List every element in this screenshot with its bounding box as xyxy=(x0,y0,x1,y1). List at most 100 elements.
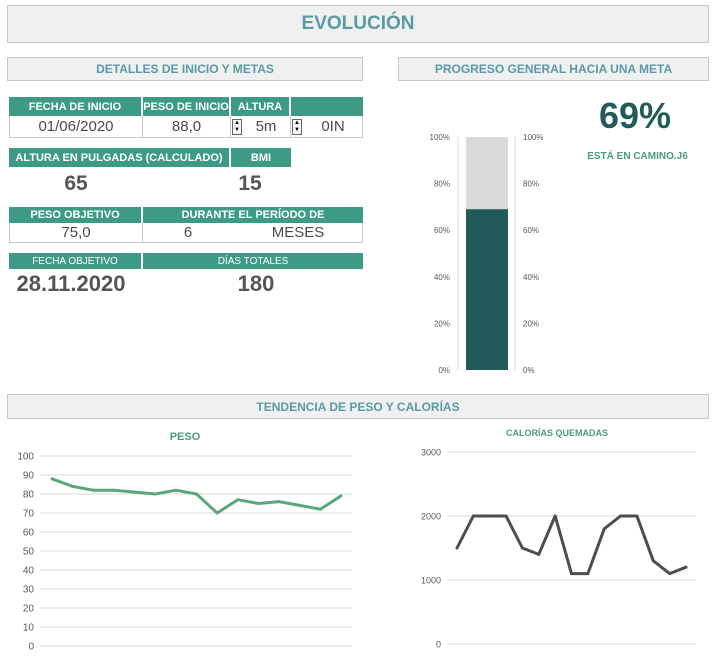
weight-series-line xyxy=(51,477,342,515)
data-point xyxy=(318,507,322,511)
data-point xyxy=(215,511,219,515)
gauge-tick-label: 40% xyxy=(434,273,450,282)
weight-points xyxy=(50,477,343,515)
data-point xyxy=(635,514,639,518)
data-point xyxy=(277,500,281,504)
spin-up-icon: ▲ xyxy=(294,120,300,126)
y-tick-label: 10 xyxy=(23,623,35,634)
height-m-spinner[interactable]: ▲ ▼ xyxy=(232,119,242,135)
data-point xyxy=(133,490,137,494)
height-label: ALTURA xyxy=(231,97,291,116)
start-date-label: FECHA DE INICIO xyxy=(9,97,143,116)
calories-y-ticks: 0 1000 2000 3000 xyxy=(421,448,441,650)
page-title-text: EVOLUCIÓN xyxy=(301,13,415,34)
height-m-cell: ▲ ▼ 5m xyxy=(231,116,291,138)
progress-header: PROGRESO GENERAL HACIA UNA META xyxy=(398,57,709,81)
gauge-ticks-left: 0% 20% 40% 60% 80% 100% xyxy=(430,133,450,375)
progress-header-text: PROGRESO GENERAL HACIA UNA META xyxy=(434,62,673,76)
height-m-value[interactable]: 5m xyxy=(255,118,277,135)
data-point xyxy=(602,527,606,531)
gauge-tick-label: 0% xyxy=(523,366,535,375)
y-tick-label: 70 xyxy=(23,509,35,520)
gauge-tick-label: 80% xyxy=(434,180,450,189)
gauge-tick-label: 80% xyxy=(523,180,539,189)
total-days-label: DÍAS TOTALES xyxy=(143,253,363,269)
data-point xyxy=(112,488,116,492)
bmi-label: BMI xyxy=(231,148,291,167)
target-date-value: 28.11.2020 xyxy=(16,271,126,296)
gauge-tick-label: 100% xyxy=(430,133,450,142)
data-point xyxy=(298,503,302,507)
target-weight-value[interactable]: 75,0 xyxy=(9,223,143,243)
y-tick-label: 2000 xyxy=(421,512,441,522)
data-point xyxy=(236,498,240,502)
height-label-blank xyxy=(291,97,363,116)
spin-down-icon: ▼ xyxy=(294,127,300,133)
spin-down-icon: ▼ xyxy=(234,127,240,133)
details-header: DETALLES DE INICIO Y METAS xyxy=(7,57,363,81)
page-title: EVOLUCIÓN xyxy=(7,5,709,43)
spin-up-icon: ▲ xyxy=(234,120,240,126)
trend-header: TENDENCIA DE PESO Y CALORÍAS xyxy=(7,394,709,419)
weight-y-ticks: 0 10 20 30 40 50 60 70 80 90 100 xyxy=(17,452,34,653)
data-point xyxy=(455,546,459,550)
y-tick-label: 0 xyxy=(436,640,441,650)
height-in-cell: ▲ ▼ 0IN xyxy=(291,116,363,138)
y-tick-label: 1000 xyxy=(421,576,441,586)
y-tick-label: 30 xyxy=(23,585,35,596)
calories-chart-title: CALORÍAS QUEMADAS xyxy=(506,428,608,438)
data-point xyxy=(50,477,54,481)
progress-gauge: 0% 20% 40% 60% 80% 100% 0% 20% 40% 60% 80% 100% xyxy=(430,133,544,375)
progress-percent: 69% xyxy=(598,95,672,136)
gauge-tick-label: 20% xyxy=(523,319,539,328)
gauge-tick-label: 60% xyxy=(523,226,539,235)
data-point xyxy=(668,572,672,576)
start-weight-value[interactable]: 88,0 xyxy=(143,116,231,138)
data-point xyxy=(488,514,492,518)
period-unit: MESES xyxy=(271,224,325,241)
start-date-value[interactable]: 01/06/2020 xyxy=(9,116,143,138)
period-cell: 6 MESES xyxy=(143,223,363,243)
y-tick-label: 50 xyxy=(23,547,35,558)
weight-chart-title: PESO xyxy=(170,431,201,443)
gauge-fill xyxy=(466,209,508,370)
data-point xyxy=(471,514,475,518)
data-point xyxy=(570,572,573,576)
data-point xyxy=(520,546,524,550)
data-point xyxy=(195,492,198,496)
height-inches-label: ALTURA EN PULGADAS (CALCULADO) xyxy=(9,148,231,167)
data-point xyxy=(91,488,95,492)
data-point xyxy=(153,492,157,496)
weight-grid xyxy=(40,455,352,647)
height-inches-value: 65 xyxy=(64,172,88,195)
gauge-ticks-right: 0% 20% 40% 60% 80% 100% xyxy=(523,133,543,375)
data-point xyxy=(71,484,75,488)
start-weight-label: PESO DE INICIO xyxy=(143,97,231,116)
gauge-tick-label: 20% xyxy=(434,319,450,328)
height-in-value[interactable]: 0IN xyxy=(321,118,345,135)
data-point xyxy=(504,514,508,518)
progress-status: ESTÁ EN CAMINO.J6 xyxy=(587,151,688,162)
data-point xyxy=(256,502,260,505)
calories-grid xyxy=(447,451,696,645)
data-point xyxy=(619,514,623,518)
gauge-tick-label: 100% xyxy=(523,133,543,142)
calories-points xyxy=(455,514,688,576)
gauge-tick-label: 0% xyxy=(438,366,450,375)
height-in-spinner[interactable]: ▲ ▼ xyxy=(292,119,302,135)
calories-series-line xyxy=(455,514,687,576)
data-point xyxy=(174,488,178,492)
target-weight-label: PESO OBJETIVO xyxy=(9,207,143,223)
gauge-tick-label: 40% xyxy=(523,273,539,282)
details-header-text: DETALLES DE INICIO Y METAS xyxy=(96,62,274,76)
data-point xyxy=(586,572,590,576)
gauge-tick-label: 60% xyxy=(434,226,450,235)
period-value[interactable]: 6 xyxy=(183,224,193,241)
trend-header-text: TENDENCIA DE PESO Y CALORÍAS xyxy=(256,399,460,414)
calories-chart: CALORÍAS QUEMADAS 0 1000 2000 3000 xyxy=(421,428,696,650)
weight-chart: PESO 0 10 20 30 40 50 60 70 80 90 100 xyxy=(17,431,352,653)
period-label: DURANTE EL PERÍODO DE xyxy=(143,207,363,223)
y-tick-label: 0 xyxy=(28,642,34,653)
y-tick-label: 40 xyxy=(23,566,35,577)
y-tick-label: 90 xyxy=(23,471,35,482)
